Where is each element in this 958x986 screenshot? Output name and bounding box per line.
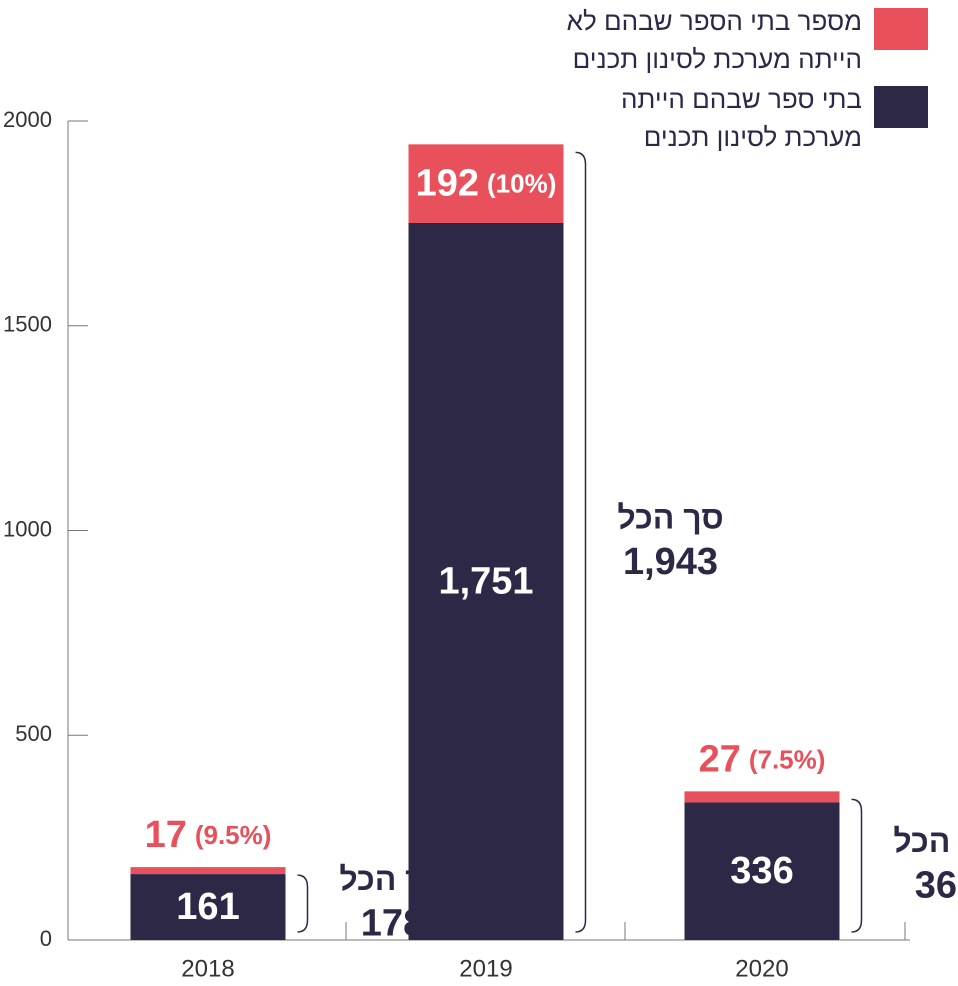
value-number: 192 [416, 163, 479, 205]
share-label: (7.5%) [749, 744, 826, 774]
legend-swatch [874, 8, 928, 50]
bar-segment [130, 874, 286, 940]
y-tick-label: 500 [15, 721, 52, 746]
value-label: 27 (7.5%) [699, 738, 826, 780]
total-value: 1,943 [623, 541, 718, 583]
y-tick-label: 1000 [3, 516, 52, 541]
total-value: 363 [915, 865, 958, 907]
legend-entry: בתי ספר שבהם הייתה מערכת לסינון תכנים [562, 84, 928, 156]
bar-segment [408, 222, 564, 940]
legend-entry: מספר בתי הספר שבהם לא הייתה מערכת לסינון… [562, 6, 928, 78]
x-tick-label: 2018 [181, 955, 234, 982]
total-bracket [851, 798, 863, 933]
bar-segment [408, 144, 564, 223]
total-bracket [575, 151, 587, 933]
total-bracket [297, 874, 309, 933]
share-label: (9.5%) [195, 820, 272, 850]
value-label: 161 [176, 886, 239, 928]
bar-segment [684, 802, 840, 940]
x-tick-label: 2020 [735, 955, 788, 982]
share-label: (10%) [487, 169, 556, 199]
y-tick-label: 0 [40, 926, 52, 951]
total-caption: סך הכל [617, 500, 723, 536]
total-caption: סך הכל [893, 823, 958, 859]
y-tick-label: 1500 [3, 312, 52, 337]
bar-segment [684, 791, 840, 803]
y-tick-label: 2000 [3, 107, 52, 132]
x-tick-label: 2019 [459, 955, 512, 982]
value-label: 336 [730, 850, 793, 892]
value-number: 27 [699, 738, 741, 780]
legend-swatch [874, 86, 928, 128]
value-label: 17 (9.5%) [145, 814, 272, 856]
legend-label: מספר בתי הספר שבהם לא הייתה מערכת לסינון… [566, 6, 862, 74]
legend-label: בתי ספר שבהם הייתה מערכת לסינון תכנים [620, 84, 862, 152]
value-label: 1,751 [438, 561, 533, 603]
bar-segment [130, 867, 286, 875]
value-number: 17 [145, 814, 187, 856]
value-label: 192 (10%) [416, 163, 557, 205]
